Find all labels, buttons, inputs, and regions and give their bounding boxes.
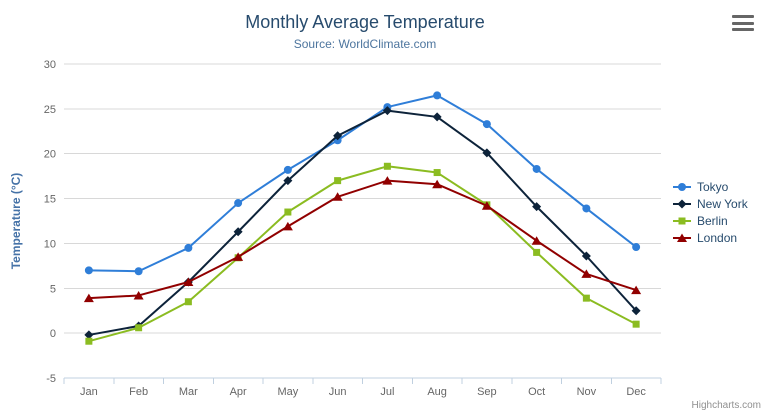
x-tick-label: Oct <box>528 386 545 398</box>
x-tick-label: Jan <box>80 386 98 398</box>
diamond-marker-icon <box>673 199 691 208</box>
credits-link[interactable]: Highcharts.com <box>691 400 761 411</box>
triangle-marker-icon <box>673 233 691 242</box>
legend-label: Tokyo <box>697 179 729 194</box>
x-tick-label: Nov <box>577 386 597 398</box>
legend-label: Berlin <box>697 213 728 228</box>
legend-label: New York <box>697 196 748 211</box>
legend-item-berlin[interactable]: Berlin <box>672 212 748 229</box>
y-tick-label: 30 <box>44 59 56 71</box>
x-tick-label: Jul <box>380 386 394 398</box>
y-tick-label: 20 <box>44 149 56 161</box>
x-tick-label: Sep <box>477 386 497 398</box>
y-axis-title: Temperature (°C) <box>9 173 23 270</box>
hamburger-icon <box>732 15 754 18</box>
chart-subtitle: Source: WorldClimate.com <box>293 37 437 51</box>
circle-marker-icon <box>673 182 691 191</box>
export-menu-button[interactable] <box>732 15 754 31</box>
x-tick-label: May <box>277 386 298 398</box>
chart-title: Monthly Average Temperature <box>245 12 485 32</box>
x-tick-label: Dec <box>626 386 646 398</box>
series-new-york[interactable] <box>84 106 641 340</box>
x-tick-label: Feb <box>129 386 148 398</box>
legend: Tokyo New York Berlin London <box>672 178 748 246</box>
y-tick-label: 0 <box>50 328 56 340</box>
square-marker-icon <box>673 217 691 224</box>
series-tokyo[interactable] <box>84 91 641 276</box>
x-tick-label: Apr <box>230 386 247 398</box>
x-tick-label: Jun <box>329 386 347 398</box>
legend-item-new-york[interactable]: New York <box>672 195 748 212</box>
y-tick-label: 10 <box>44 238 56 250</box>
y-tick-label: 25 <box>44 104 56 116</box>
legend-item-london[interactable]: London <box>672 229 748 246</box>
y-tick-label: 5 <box>50 283 56 295</box>
y-tick-label: -5 <box>46 373 56 385</box>
x-tick-label: Aug <box>427 386 447 398</box>
legend-item-tokyo[interactable]: Tokyo <box>672 178 748 195</box>
x-tick-label: Mar <box>179 386 198 398</box>
legend-label: London <box>697 230 738 245</box>
series-london[interactable] <box>83 176 642 303</box>
y-tick-label: 15 <box>44 194 56 206</box>
